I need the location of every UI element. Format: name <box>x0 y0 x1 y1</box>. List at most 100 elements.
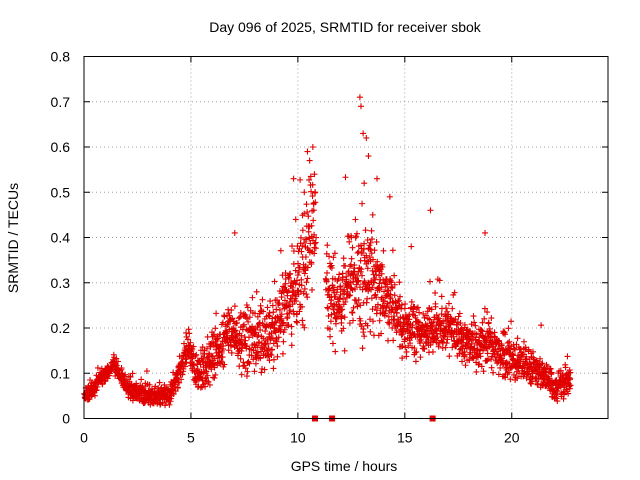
data-point <box>246 360 253 367</box>
data-point <box>324 304 331 311</box>
data-point <box>176 379 183 386</box>
data-point <box>231 303 238 310</box>
data-point <box>368 295 375 302</box>
data-point <box>284 292 291 299</box>
data-point <box>340 325 347 332</box>
data-point <box>411 345 418 352</box>
data-point <box>181 363 188 370</box>
data-point <box>525 371 532 378</box>
data-point <box>475 361 482 368</box>
data-point <box>481 315 488 322</box>
data-point <box>280 283 287 290</box>
data-point <box>310 207 317 214</box>
data-point <box>202 383 209 390</box>
data-point <box>226 336 233 343</box>
data-point <box>269 302 276 309</box>
data-point <box>459 358 466 365</box>
data-point <box>436 277 443 284</box>
data-point <box>435 315 442 322</box>
data-point <box>398 301 405 308</box>
data-point <box>289 243 296 250</box>
data-point <box>473 368 480 375</box>
data-point <box>127 373 134 380</box>
data-point <box>214 335 221 342</box>
data-point <box>408 298 415 305</box>
data-point <box>249 323 256 330</box>
data-point <box>193 351 200 358</box>
data-point <box>285 287 292 294</box>
data-point <box>514 352 521 359</box>
data-point <box>485 333 492 340</box>
data-point <box>336 271 343 278</box>
data-point <box>450 333 457 340</box>
data-point <box>293 298 300 305</box>
data-point <box>338 307 345 314</box>
data-point <box>346 292 353 299</box>
data-point <box>338 312 345 319</box>
data-point <box>368 227 375 234</box>
y-tick-label: 0.8 <box>51 49 71 65</box>
x-tick-label: 20 <box>504 430 520 446</box>
data-point <box>389 285 396 292</box>
data-point <box>381 312 388 319</box>
data-point <box>395 297 402 304</box>
data-point <box>506 338 513 345</box>
data-point <box>438 310 445 317</box>
data-point <box>567 369 574 376</box>
data-point <box>228 343 235 350</box>
data-point <box>367 239 374 246</box>
data-point <box>391 292 398 299</box>
data-point <box>265 345 272 352</box>
data-point <box>301 285 308 292</box>
data-point <box>361 180 368 187</box>
data-point <box>503 359 510 366</box>
data-point <box>293 318 300 325</box>
data-point <box>354 300 361 307</box>
data-point <box>303 291 310 298</box>
data-point <box>205 378 212 385</box>
data-point <box>204 372 211 379</box>
data-point <box>348 255 355 262</box>
data-point <box>360 326 367 333</box>
data-point <box>122 371 129 378</box>
data-point <box>133 380 140 387</box>
data-point <box>238 347 245 354</box>
data-point <box>202 368 209 375</box>
data-point <box>350 317 357 324</box>
data-point <box>304 275 311 282</box>
data-point <box>355 277 362 284</box>
data-point <box>567 382 574 389</box>
data-point <box>279 272 286 279</box>
data-point <box>244 368 251 375</box>
data-point <box>346 320 353 327</box>
data-point <box>371 247 378 254</box>
x-tick-label: 15 <box>397 430 413 446</box>
data-point <box>143 368 150 375</box>
data-point <box>373 294 380 301</box>
data-point <box>276 306 283 313</box>
data-point <box>310 217 317 224</box>
data-point <box>409 322 416 329</box>
data-point <box>172 388 179 395</box>
data-point <box>299 303 306 310</box>
data-point <box>541 365 548 372</box>
data-point <box>327 263 334 270</box>
data-point <box>565 390 572 397</box>
data-point <box>270 340 277 347</box>
data-point <box>488 356 495 363</box>
data-point <box>324 269 331 276</box>
data-point <box>389 298 396 305</box>
data-point <box>312 199 319 206</box>
data-point <box>225 347 232 354</box>
data-point <box>348 234 355 241</box>
data-point <box>480 368 487 375</box>
data-point <box>417 354 424 361</box>
data-point <box>384 281 391 288</box>
data-point <box>298 282 305 289</box>
data-point <box>330 254 337 261</box>
data-point <box>232 327 239 334</box>
data-point <box>442 344 449 351</box>
data-point <box>88 393 95 400</box>
data-point <box>312 245 319 252</box>
